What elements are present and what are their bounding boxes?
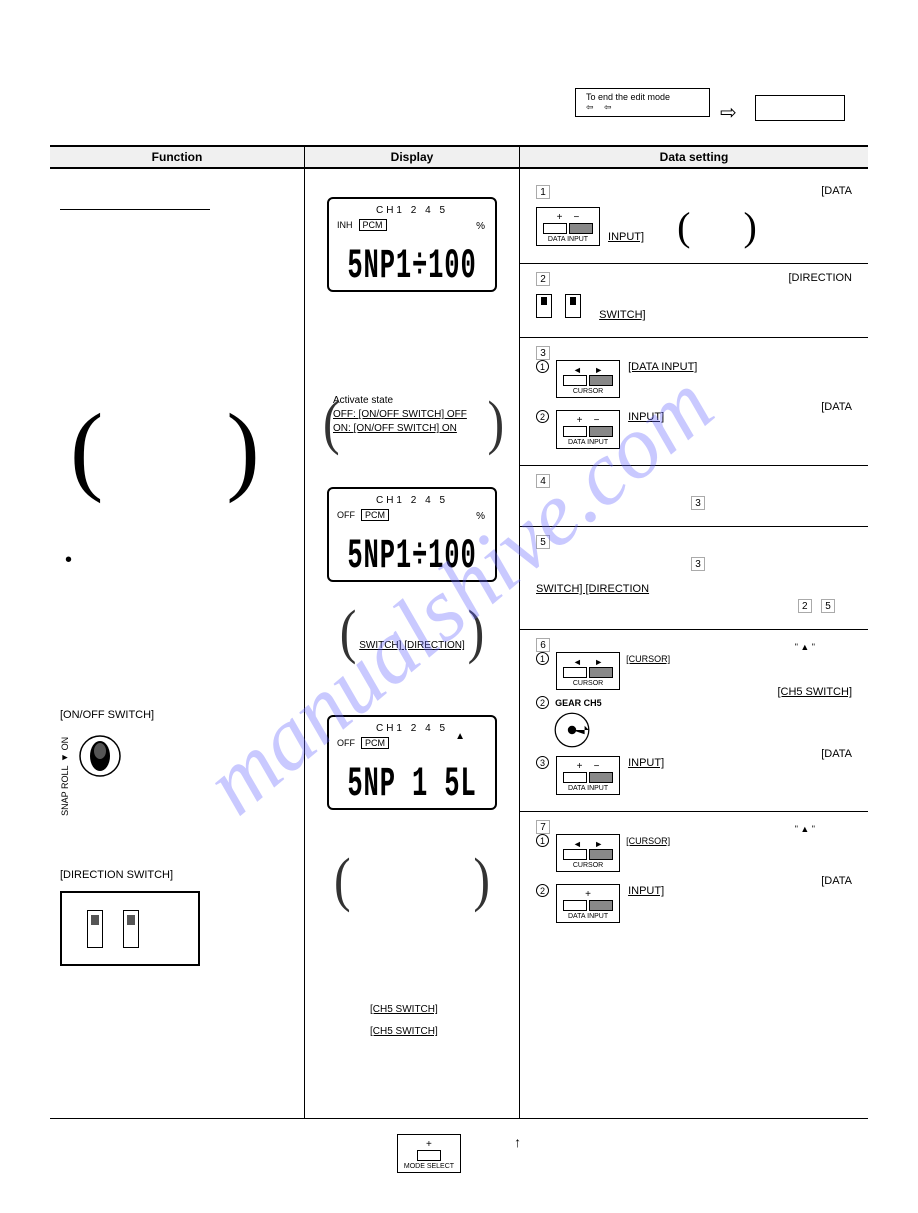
mode-select-key: + MODE SELECT	[397, 1134, 461, 1173]
exit-box: To end the edit mode ⇦ ⇦	[575, 88, 710, 117]
lcd-2: CH1 2 4 5 OFF PCM % 5NP1÷100	[327, 487, 497, 582]
col-data: Data setting	[520, 147, 868, 167]
lcd3-segments: 5NP 1 5L	[341, 761, 482, 809]
paren-right: )	[226, 393, 259, 504]
step7-asterisk: " ▲ "	[795, 824, 815, 834]
snap-roll-knob-icon	[75, 731, 125, 781]
input-label-6: INPUT]	[628, 757, 664, 769]
lcd-1: CH1 2 4 5 INH PCM % 5NP1÷100	[327, 197, 497, 292]
switch-lever-2	[565, 294, 581, 318]
lcd2-pcm: PCM	[361, 509, 389, 521]
on-onoff: ON: [ON/OFF SWITCH] ON	[333, 423, 457, 434]
onoff-switch-label: [ON/OFF SWITCH]	[60, 709, 155, 721]
input-label-1: INPUT]	[608, 231, 644, 243]
lcd2-percent: %	[476, 511, 485, 522]
switch-direction-note: SWITCH] [DIRECTION]	[359, 640, 465, 651]
snap-roll-label: SNAP ROLL	[60, 766, 70, 816]
step6-asterisk: " ▲ "	[795, 642, 815, 652]
step6-data: [DATA	[821, 748, 852, 760]
table-body: ( ) • [ON/OFF SWITCH] SNAP ROLL ◄ ON	[50, 169, 868, 1119]
lcd2-ch: CH1 2 4 5	[337, 495, 487, 506]
table-header: Function Display Data setting	[50, 145, 868, 169]
cursor-keys-3: ◄ ► CURSOR	[556, 360, 620, 398]
step-3: 3 1 ◄ ► CURSOR [DATA INPUT] 2 + − DATA I…	[536, 346, 860, 449]
cursor-keys-7: ◄ ► CURSOR	[556, 834, 620, 872]
data-input-keys-6: + − DATA INPUT	[556, 756, 620, 795]
step5-sw-dir: SWITCH] [DIRECTION	[536, 583, 860, 595]
step3-num: 3	[536, 346, 550, 360]
rocker-right	[123, 910, 139, 948]
lcd1-segments: 5NP1÷100	[341, 243, 482, 291]
switch-label-2: SWITCH]	[599, 309, 645, 321]
exit-arrow: ⇨	[720, 100, 737, 125]
step4-num: 4	[536, 474, 550, 488]
step-6: 6 " ▲ " 1 ◄ ► CURSOR [CURSOR] 2 GEAR CH5…	[536, 638, 860, 795]
step-4: 4 3	[536, 474, 860, 510]
lcd-3: CH1 2 4 5 OFF PCM 5NP 1 5L ▲	[327, 715, 497, 810]
ch5-switch-label-6: [CH5 SWITCH]	[777, 686, 852, 698]
lcd3-pcm: PCM	[361, 737, 389, 749]
step5-ref3: 3	[691, 557, 705, 571]
display-col: CH1 2 4 5 INH PCM % 5NP1÷100 ( Activate …	[305, 169, 520, 1118]
lcd1-pcm: PCM	[359, 219, 387, 231]
data-input-keys-1: + − DATA INPUT	[536, 207, 600, 246]
exit-label: To end the edit mode	[586, 92, 670, 102]
data-input-keys-7: + DATA INPUT	[556, 884, 620, 923]
step-5: 5 3 SWITCH] [DIRECTION 2 5	[536, 535, 860, 613]
step2-num: 2	[536, 272, 550, 286]
lcd1-percent: %	[476, 221, 485, 232]
step1-num: 1	[536, 185, 550, 199]
lcd3-off: OFF	[337, 738, 355, 748]
data-input-label-3: [DATA INPUT]	[628, 361, 697, 373]
ch5-switch-1: [CH5 SWITCH]	[370, 1004, 438, 1015]
step3-data: [DATA	[821, 401, 852, 413]
direction-switch-box	[60, 891, 200, 966]
ch5-switch-2: [CH5 SWITCH]	[370, 1026, 438, 1037]
cursor-label-6: [CURSOR]	[626, 654, 670, 664]
function-col: ( ) • [ON/OFF SWITCH] SNAP ROLL ◄ ON	[50, 169, 305, 1118]
lcd2-segments: 5NP1÷100	[341, 533, 482, 581]
step-7: 7 " ▲ " 1 ◄ ► CURSOR [CURSOR] 2 + DATA I…	[536, 820, 860, 923]
lcd2-off: OFF	[337, 510, 355, 520]
input-label-7: INPUT]	[628, 885, 664, 897]
step-2: 2 [DIRECTION SWITCH]	[536, 272, 860, 321]
manual-page: To end the edit mode ⇦ ⇦ ⇨ Function Disp…	[0, 0, 918, 1213]
gear-knob-icon	[551, 709, 593, 751]
step2-direction: [DIRECTION	[788, 272, 852, 284]
step4-ref3: 3	[691, 496, 705, 510]
input-label-3: INPUT]	[628, 411, 664, 423]
mode-select-footer: + MODE SELECT ↑	[50, 1134, 868, 1173]
cursor-label-7: [CURSOR]	[626, 836, 670, 846]
step7-num: 7	[536, 820, 550, 834]
rocker-left	[87, 910, 103, 948]
step5-num: 5	[536, 535, 550, 549]
activate-label: Activate state	[333, 395, 393, 406]
step1-data: [DATA	[821, 185, 852, 197]
data-input-keys-3: + − DATA INPUT	[556, 410, 620, 449]
gear-ch5-label: GEAR CH5	[555, 698, 602, 708]
col-display: Display	[305, 147, 520, 167]
lcd1-ch: CH1 2 4 5	[337, 205, 487, 216]
step-1: 1 [DATA + − DATA INPUT INPUT] ( )	[536, 185, 860, 247]
paren-left: (	[70, 393, 103, 504]
direction-switch-label: [DIRECTION SWITCH]	[60, 869, 200, 881]
step7-data: [DATA	[821, 875, 852, 887]
switch-lever-1	[536, 294, 552, 318]
datasetting-col: 1 [DATA + − DATA INPUT INPUT] ( ) 2 [DIR…	[520, 169, 868, 1118]
step6-num: 6	[536, 638, 550, 652]
cursor-keys-6: ◄ ► CURSOR	[556, 652, 620, 690]
off-onoff: OFF: [ON/OFF SWITCH] OFF	[333, 409, 467, 420]
exit-target	[755, 95, 845, 121]
col-function: Function	[50, 147, 305, 167]
lcd1-inh: INH	[337, 220, 353, 230]
